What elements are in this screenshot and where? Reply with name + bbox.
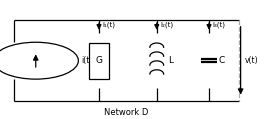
- Text: C: C: [219, 56, 225, 65]
- Text: i(t): i(t): [81, 56, 92, 65]
- Text: Network D: Network D: [104, 108, 149, 117]
- Bar: [89, 43, 109, 79]
- Text: G: G: [95, 56, 103, 65]
- Text: v(t): v(t): [245, 56, 258, 65]
- Text: i₃(t): i₃(t): [213, 22, 226, 28]
- Text: i₁(t): i₁(t): [103, 22, 116, 28]
- Text: L: L: [168, 56, 173, 65]
- Text: i₂(t): i₂(t): [160, 22, 174, 28]
